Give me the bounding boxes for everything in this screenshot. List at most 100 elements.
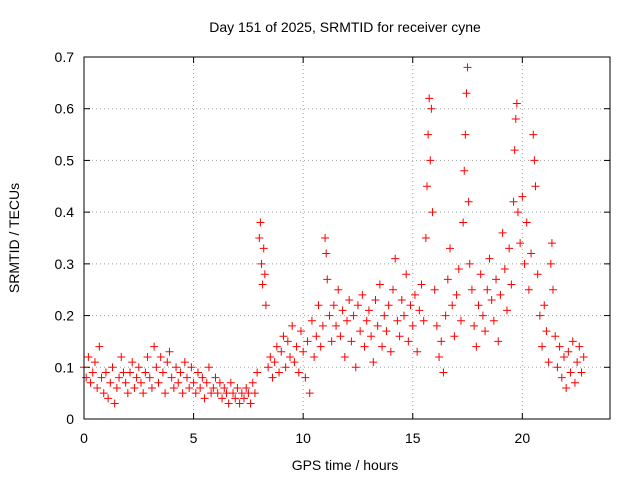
data-point	[494, 337, 503, 346]
data-point	[386, 347, 395, 356]
data-point	[472, 342, 481, 351]
data-point	[382, 327, 391, 336]
data-point	[356, 327, 365, 336]
data-point	[231, 394, 240, 403]
data-point	[86, 378, 95, 387]
data-point	[470, 321, 479, 330]
data-point	[141, 368, 150, 377]
data-point	[358, 290, 367, 299]
y-tick-label: 0.1	[55, 359, 75, 375]
data-point	[246, 399, 255, 408]
data-point	[402, 270, 411, 279]
data-point	[351, 363, 360, 372]
data-point	[579, 352, 588, 361]
data-point	[296, 327, 305, 336]
data-point	[323, 275, 332, 284]
data-point	[261, 301, 270, 310]
data-point	[110, 399, 119, 408]
x-tick-label: 5	[190, 430, 198, 446]
data-point	[307, 316, 316, 325]
y-tick-label: 0	[66, 411, 74, 427]
data-point	[553, 363, 562, 372]
data-point	[270, 358, 279, 367]
data-point	[364, 306, 373, 315]
data-point	[165, 347, 174, 356]
data-point	[391, 254, 400, 263]
data-point	[437, 337, 446, 346]
data-point	[516, 239, 525, 248]
data-point	[373, 321, 382, 330]
data-point	[389, 285, 398, 294]
data-point	[428, 208, 437, 217]
data-point	[353, 301, 362, 310]
data-point	[465, 259, 474, 268]
data-point	[215, 378, 224, 387]
data-point	[489, 316, 498, 325]
data-point	[229, 389, 238, 398]
data-point	[239, 394, 248, 403]
data-point	[218, 394, 227, 403]
y-tick-label: 0.2	[55, 308, 75, 324]
data-point	[158, 368, 167, 377]
data-point	[204, 363, 213, 372]
data-point	[562, 383, 571, 392]
data-point	[530, 156, 539, 165]
data-point	[375, 280, 384, 289]
data-point	[522, 218, 531, 227]
data-point	[112, 383, 121, 392]
data-point	[347, 337, 356, 346]
data-point	[305, 389, 314, 398]
data-point	[213, 389, 222, 398]
data-point	[314, 301, 323, 310]
data-point	[338, 306, 347, 315]
data-point	[256, 218, 265, 227]
data-point	[264, 363, 273, 372]
data-point	[362, 316, 371, 325]
data-point	[336, 332, 345, 341]
data-point	[132, 373, 141, 382]
data-point	[430, 285, 439, 294]
data-point	[312, 332, 321, 341]
data-point	[564, 347, 573, 356]
data-point	[498, 228, 507, 237]
data-point	[450, 332, 459, 341]
data-point	[422, 182, 431, 191]
data-point	[220, 383, 229, 392]
data-point	[538, 342, 547, 351]
data-point	[485, 254, 494, 263]
data-point	[566, 368, 575, 377]
data-point	[467, 285, 476, 294]
data-point	[460, 166, 469, 175]
data-point	[478, 311, 487, 320]
data-point	[299, 347, 308, 356]
data-point	[524, 285, 533, 294]
data-point	[191, 389, 200, 398]
data-point	[115, 373, 124, 382]
data-point	[559, 352, 568, 361]
data-point	[529, 130, 538, 139]
x-tick-label: 10	[295, 430, 311, 446]
data-point	[211, 373, 220, 382]
data-point	[421, 234, 430, 242]
data-point	[397, 296, 406, 305]
data-point	[393, 316, 402, 325]
data-point	[90, 358, 99, 367]
data-point	[174, 378, 183, 387]
data-point	[139, 389, 148, 398]
data-point	[198, 373, 207, 382]
data-point	[97, 373, 106, 382]
data-point	[549, 285, 558, 294]
data-points	[80, 63, 588, 408]
y-axis-label: SRMTID / TECUs	[6, 183, 22, 293]
data-point	[427, 104, 436, 113]
data-point	[82, 373, 91, 382]
data-point	[260, 270, 269, 279]
data-point	[512, 99, 521, 108]
data-point	[288, 321, 297, 330]
data-point	[527, 249, 536, 258]
data-point	[123, 389, 132, 398]
data-point	[454, 265, 463, 274]
data-point	[143, 352, 152, 361]
data-point	[126, 368, 135, 377]
